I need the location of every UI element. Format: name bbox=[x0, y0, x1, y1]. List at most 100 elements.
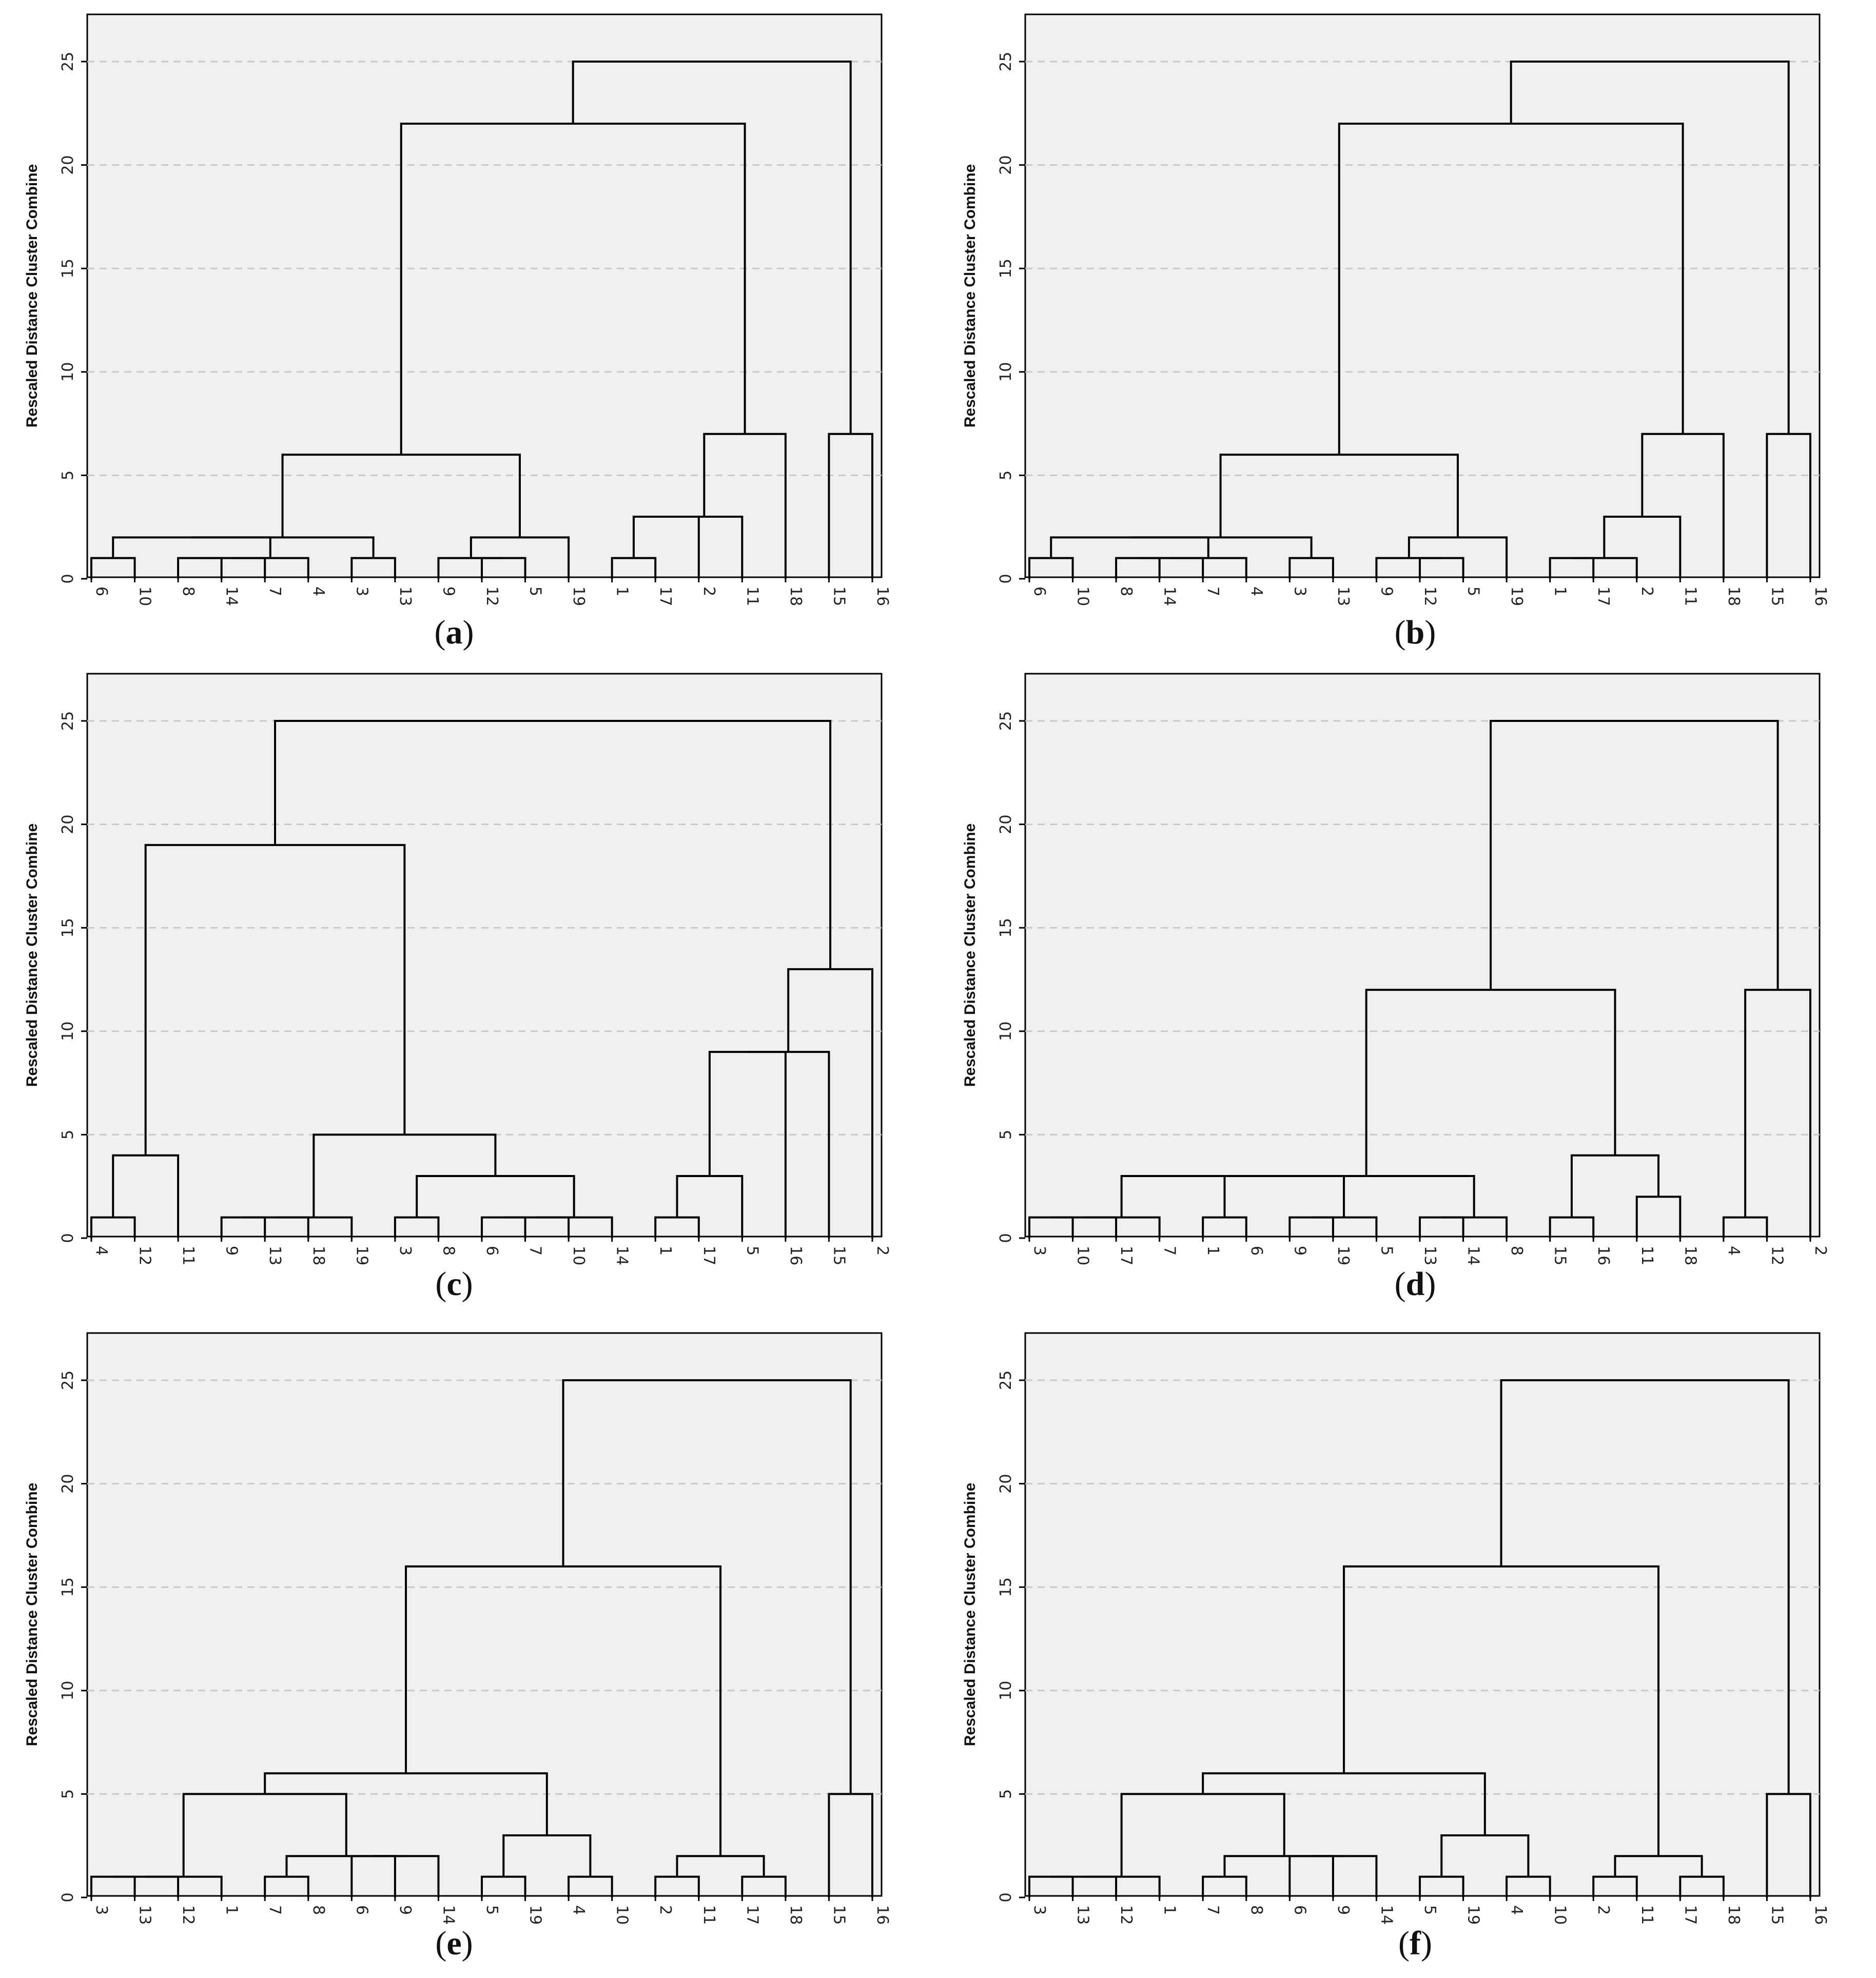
dendrogram-link bbox=[276, 1216, 353, 1238]
dendrogram-link bbox=[572, 61, 852, 434]
leaf-label: 17 bbox=[1594, 586, 1612, 606]
caption-a: (a) bbox=[434, 614, 474, 651]
leaf-label: 12 bbox=[483, 586, 501, 606]
y-tick-label: 15 bbox=[59, 1577, 77, 1597]
y-tick-label: 0 bbox=[59, 574, 77, 583]
caption-b: (b) bbox=[1394, 614, 1436, 651]
y-axis-label: Rescaled Distance Cluster Combine bbox=[962, 1483, 979, 1747]
caption-c: (c) bbox=[435, 1265, 473, 1303]
y-tick-label: 20 bbox=[997, 1474, 1015, 1494]
leaf-label: 12 bbox=[136, 1246, 154, 1265]
leaf-label: 7 bbox=[526, 1246, 544, 1256]
leaf-label: 5 bbox=[1421, 1905, 1439, 1915]
leaf-label: 19 bbox=[1464, 1905, 1482, 1925]
leaf-label: 13 bbox=[1421, 1246, 1439, 1265]
y-tick-label: 10 bbox=[59, 1681, 77, 1700]
leaf-label: 18 bbox=[1725, 586, 1743, 606]
leaf-label: 14 bbox=[613, 1246, 631, 1265]
y-tick-label: 15 bbox=[997, 1577, 1015, 1597]
leaf-label: 13 bbox=[396, 586, 414, 606]
leaf-label: 16 bbox=[1594, 1246, 1612, 1265]
y-tick-label: 10 bbox=[997, 1022, 1015, 1041]
leaf-label: 6 bbox=[1291, 1905, 1308, 1915]
y-tick-label: 25 bbox=[997, 1370, 1015, 1390]
leaf-label: 6 bbox=[1247, 1246, 1265, 1256]
caption-e: (e) bbox=[435, 1925, 473, 1962]
figure-panel-d: 0 5 10 15 20 25 Rescaled Distance Cluster Comb… bbox=[938, 659, 1876, 1319]
leaf-label: 11 bbox=[743, 586, 761, 606]
leaf-label: 4 bbox=[309, 586, 327, 596]
plot-area bbox=[1024, 673, 1821, 1238]
dendrogram-link bbox=[1375, 557, 1442, 579]
dendrogram-link bbox=[562, 1379, 852, 1794]
y-tick-label: 5 bbox=[59, 471, 77, 480]
y-axis-label: Rescaled Distance Cluster Combine bbox=[24, 824, 41, 1087]
leaf-label: 11 bbox=[1681, 586, 1699, 606]
plot-area bbox=[1024, 1332, 1821, 1897]
y-tick-label: 10 bbox=[997, 362, 1015, 382]
y-tick-label: 25 bbox=[59, 52, 77, 71]
leaf-label: 7 bbox=[1161, 1246, 1179, 1256]
leaf-label: 3 bbox=[396, 1246, 414, 1256]
dendrogram-link bbox=[481, 557, 526, 579]
caption-d: (d) bbox=[1394, 1265, 1436, 1303]
leaf-label: 10 bbox=[1551, 1905, 1569, 1925]
leaf-label: 2 bbox=[1594, 1905, 1612, 1915]
leaf-label: 2 bbox=[700, 586, 718, 596]
leaf-label: 6 bbox=[1030, 586, 1048, 596]
dendrogram-link bbox=[285, 1855, 406, 1877]
dendrogram-link bbox=[437, 557, 504, 579]
leaf-label: 18 bbox=[787, 1905, 805, 1925]
leaf-label: 11 bbox=[700, 1905, 718, 1925]
y-tick-label: 5 bbox=[59, 1130, 77, 1140]
dendrogram-link bbox=[1202, 1772, 1486, 1836]
dendrogram-link bbox=[1129, 536, 1313, 558]
leaf-label: 10 bbox=[613, 1905, 631, 1925]
y-tick-label: 20 bbox=[997, 155, 1015, 175]
dendrogram-link bbox=[145, 1875, 223, 1897]
leaf-label: 1 bbox=[656, 1246, 674, 1256]
dendrogram-link bbox=[1510, 61, 1790, 434]
y-axis-label: Rescaled Distance Cluster Combine bbox=[962, 164, 979, 428]
leaf-label: 18 bbox=[1725, 1905, 1743, 1925]
leaf-label: 3 bbox=[1030, 1905, 1048, 1915]
leaf-label: 15 bbox=[830, 1246, 848, 1265]
y-tick-label: 0 bbox=[997, 1892, 1015, 1902]
dendrogram-link bbox=[1223, 1855, 1344, 1877]
y-tick-label: 25 bbox=[59, 711, 77, 731]
leaf-label: 9 bbox=[1377, 586, 1395, 596]
leaf-label: 9 bbox=[439, 586, 457, 596]
dendrogram-link bbox=[666, 516, 744, 579]
plot-area bbox=[86, 1332, 883, 1897]
leaf-label: 7 bbox=[1204, 586, 1222, 596]
dendrogram-link bbox=[502, 1834, 592, 1877]
dendrogram-link bbox=[1170, 557, 1247, 579]
leaf-label: 19 bbox=[353, 1246, 370, 1265]
dendrogram-link bbox=[264, 1772, 548, 1836]
leaf-label: 18 bbox=[309, 1246, 327, 1265]
leaf-label: 9 bbox=[1291, 1246, 1308, 1256]
leaf-label: 10 bbox=[1074, 1246, 1092, 1265]
leaf-label: 15 bbox=[1551, 1246, 1569, 1265]
dendrogram-link bbox=[1311, 1216, 1378, 1238]
leaf-label: 14 bbox=[1161, 586, 1179, 606]
leaf-label: 4 bbox=[1247, 586, 1265, 596]
dendrogram-link bbox=[1500, 1379, 1790, 1794]
leaf-label: 11 bbox=[179, 1246, 197, 1265]
y-tick-label: 15 bbox=[997, 259, 1015, 278]
dendrogram-link bbox=[1441, 1216, 1508, 1238]
y-tick-label: 10 bbox=[59, 1022, 77, 1041]
leaf-label: 7 bbox=[1204, 1905, 1222, 1915]
dendrogram-link bbox=[676, 1855, 765, 1877]
leaf-label: 1 bbox=[1551, 586, 1569, 596]
leaf-label: 1 bbox=[613, 586, 631, 596]
y-tick-label: 0 bbox=[59, 1892, 77, 1902]
leaf-label: 19 bbox=[1508, 586, 1526, 606]
leaf-label: 16 bbox=[787, 1246, 805, 1265]
leaf-label: 19 bbox=[570, 586, 588, 606]
y-tick-label: 25 bbox=[59, 1370, 77, 1390]
leaf-label: 9 bbox=[223, 1246, 241, 1256]
dendrogram-link bbox=[1258, 1175, 1475, 1218]
